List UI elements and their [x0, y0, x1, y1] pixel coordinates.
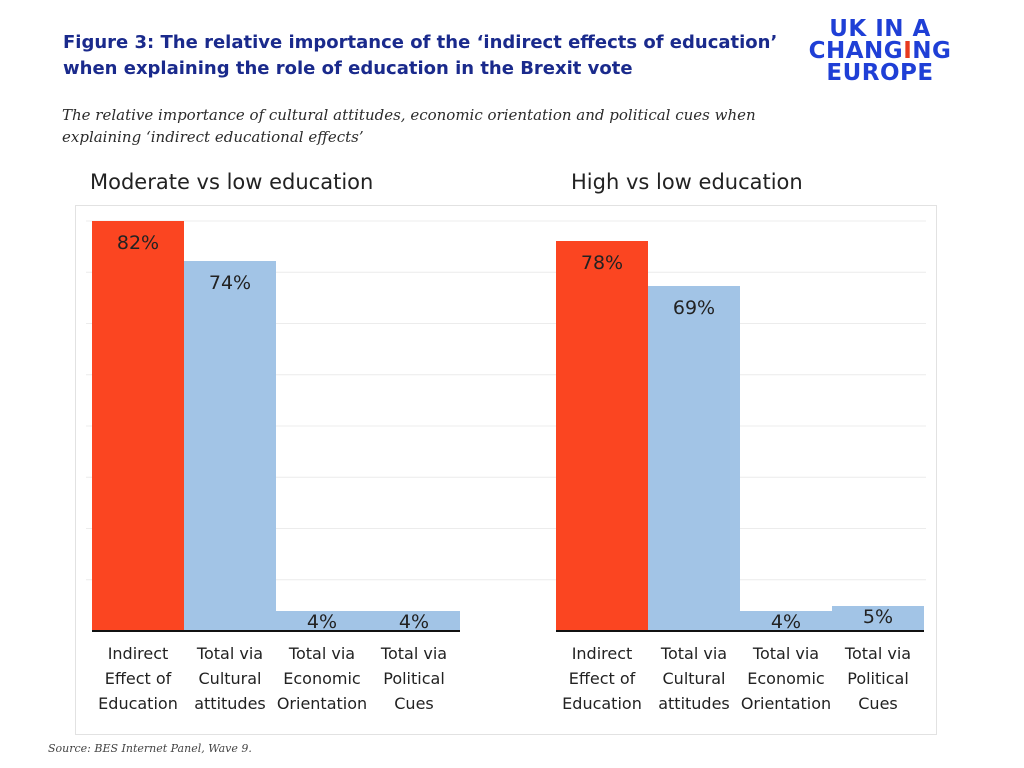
logo-line-3: EUROPE — [826, 60, 934, 86]
category-label: Political — [383, 669, 445, 688]
category-label: Effect of — [569, 669, 636, 688]
category-label: Total via — [380, 644, 447, 663]
logo-line-2: CHANGING — [808, 38, 952, 64]
category-label: attitudes — [658, 694, 730, 713]
category-label: Effect of — [105, 669, 172, 688]
figure-subtitle: The relative importance of cultural atti… — [62, 106, 756, 146]
category-label: Total via — [288, 644, 355, 663]
category-label: Education — [562, 694, 642, 713]
bar — [832, 606, 924, 631]
category-label: Indirect — [572, 644, 633, 663]
data-label: 82% — [117, 232, 159, 254]
bar — [648, 286, 740, 631]
panel-title-high: High vs low education — [571, 170, 803, 194]
bar — [556, 241, 648, 631]
category-label: Total via — [660, 644, 727, 663]
bar — [276, 611, 368, 631]
category-label: Education — [98, 694, 178, 713]
category-label: Cultural — [663, 669, 726, 688]
brand-logo: UK IN A CHANGING EUROPE — [800, 16, 960, 86]
figure-title: Figure 3: The relative importance of the… — [63, 32, 778, 79]
bar — [92, 221, 184, 631]
category-label: Total via — [752, 644, 819, 663]
category-label: Indirect — [108, 644, 169, 663]
bar — [184, 261, 276, 631]
category-label: Cues — [858, 694, 898, 713]
category-label: Cultural — [199, 669, 262, 688]
category-label: Economic — [747, 669, 824, 688]
category-label: Economic — [283, 669, 360, 688]
chart-area: 82% Indirect Effect of Education 74% Total vi… — [75, 205, 937, 735]
bar — [368, 611, 460, 631]
category-label: Total via — [844, 644, 911, 663]
data-label: 5% — [863, 606, 893, 628]
category-label: Orientation — [277, 694, 367, 713]
panel-title-moderate: Moderate vs low education — [90, 170, 374, 194]
category-label: Political — [847, 669, 909, 688]
data-label: 4% — [771, 611, 801, 633]
data-label: 74% — [209, 272, 251, 294]
bar-chart: 82% Indirect Effect of Education 74% Total vi… — [86, 220, 926, 713]
category-label: Cues — [394, 694, 434, 713]
data-label: 4% — [399, 611, 429, 633]
category-label: attitudes — [194, 694, 266, 713]
logo-line-1: UK IN A — [829, 16, 931, 42]
data-label: 69% — [673, 297, 715, 319]
category-label: Total via — [196, 644, 263, 663]
data-label: 4% — [307, 611, 337, 633]
bar — [740, 611, 832, 631]
source-note: Source: BES Internet Panel, Wave 9. — [48, 742, 252, 755]
data-label: 78% — [581, 252, 623, 274]
category-label: Orientation — [741, 694, 831, 713]
